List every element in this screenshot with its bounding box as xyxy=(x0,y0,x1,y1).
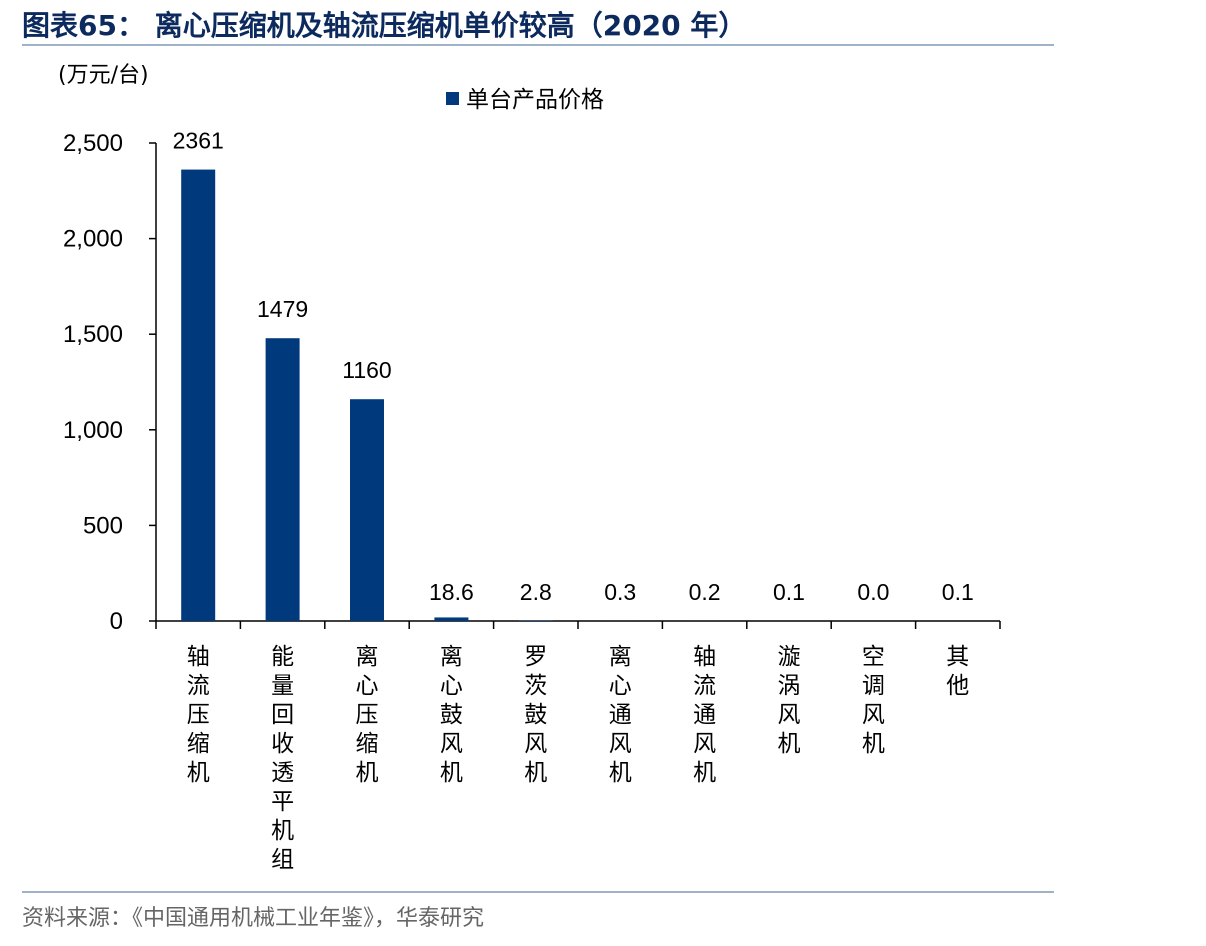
x-category-label-5: 罗茨鼓风机 xyxy=(524,644,547,786)
data-label-4: 18.6 xyxy=(429,579,474,605)
y-tick-label: 1,000 xyxy=(63,417,123,444)
legend-label: 单台产品价格 xyxy=(466,87,604,113)
y-tick-label: 500 xyxy=(83,512,123,539)
title-divider xyxy=(22,44,1054,46)
source-note: 资料来源：《中国通用机械工业年鉴》，华泰研究 xyxy=(22,906,485,931)
x-category-label-9: 空调风机 xyxy=(862,644,885,757)
data-label-5: 2.8 xyxy=(520,579,552,605)
y-tick-label: 1,500 xyxy=(63,321,123,348)
legend-swatch xyxy=(446,92,459,105)
bar-1 xyxy=(181,169,216,622)
y-tick-label: 2,500 xyxy=(63,130,123,157)
data-label-2: 1479 xyxy=(257,296,308,322)
source-divider xyxy=(22,891,1054,893)
x-category-label-10: 其他 xyxy=(946,644,969,699)
x-category-label-1: 轴流压缩机 xyxy=(187,644,210,786)
bar-2 xyxy=(265,338,300,621)
data-label-6: 0.3 xyxy=(604,579,636,605)
data-label-8: 0.1 xyxy=(773,579,805,605)
data-label-3: 1160 xyxy=(342,357,391,383)
y-axis-unit-label: (万元/台) xyxy=(58,63,149,88)
bar-5 xyxy=(518,620,553,621)
y-tick-label: 2,000 xyxy=(63,226,123,253)
data-label-1: 2361 xyxy=(173,128,224,154)
data-label-10: 0.1 xyxy=(942,579,974,605)
y-tick-label: 0 xyxy=(110,608,123,635)
x-category-label-6: 离心通风机 xyxy=(609,644,632,786)
bar-3 xyxy=(350,399,384,621)
x-category-label-4: 离心鼓风机 xyxy=(440,644,463,786)
data-label-9: 0.0 xyxy=(857,579,889,605)
x-category-label-2: 能量回收透平机组 xyxy=(271,644,294,873)
bar-4 xyxy=(434,617,469,621)
x-category-label-8: 漩涡风机 xyxy=(778,644,801,757)
figure-title: 图表65： 离心压缩机及轴流压缩机单价较高（2020 年） xyxy=(22,9,747,42)
data-label-7: 0.2 xyxy=(689,579,721,605)
x-category-label-3: 离心压缩机 xyxy=(356,644,379,786)
x-category-label-7: 轴流通风机 xyxy=(693,644,716,786)
